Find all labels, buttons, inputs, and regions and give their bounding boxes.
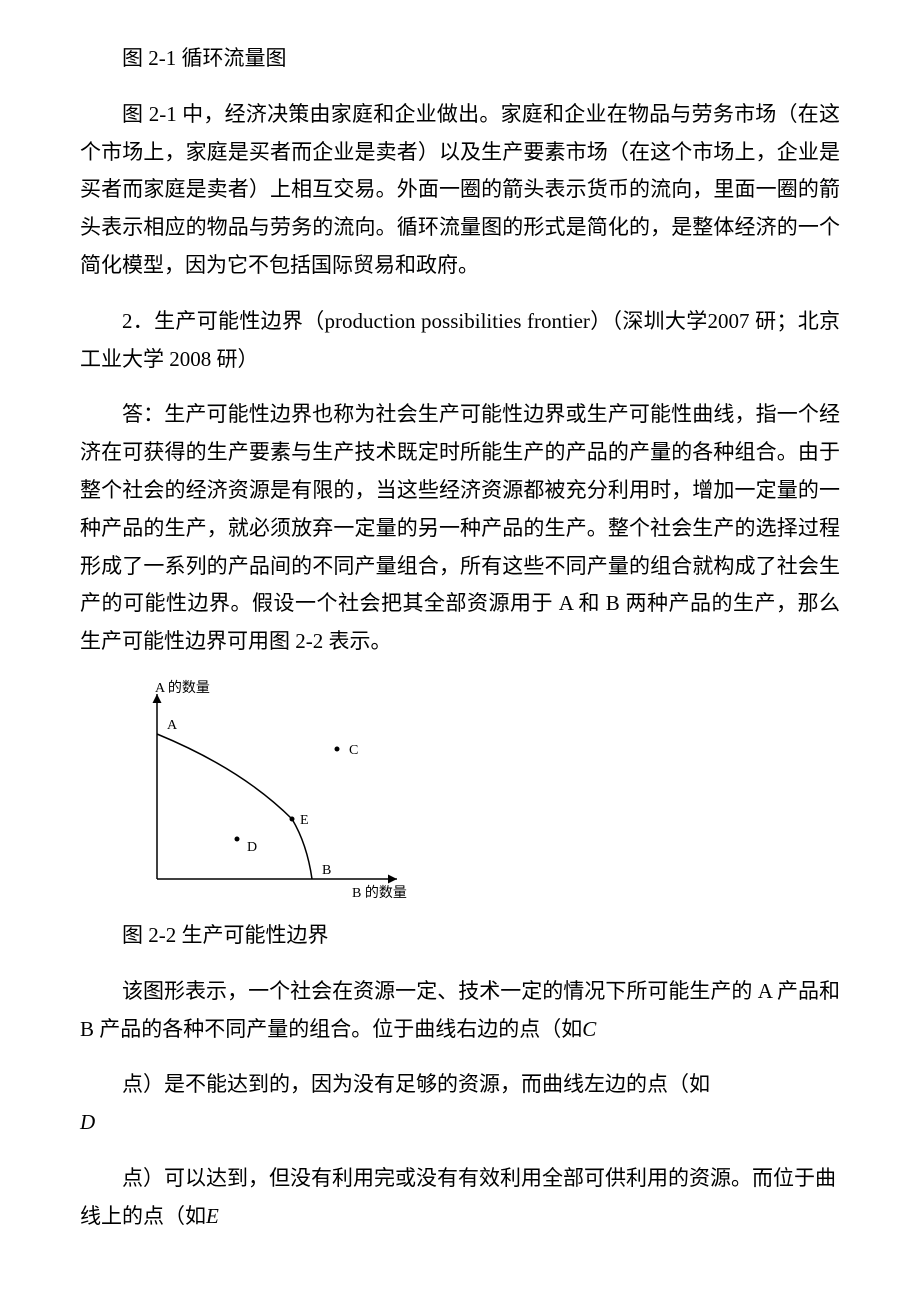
text-run: 该图形表示，一个社会在资源一定、技术一定的情况下所可能生产的 A 产品和 B 产… [80,979,840,1041]
italic-E: E [206,1204,219,1228]
figure-2-2: A 的数量 B 的数量 A E B C D [112,679,840,909]
paragraph-ppf-explain-2: 点）是不能达到的，因为没有足够的资源，而曲线左边的点（如 D [80,1066,840,1142]
paragraph-ppf-answer: 答：生产可能性边界也称为社会生产可能性边界或生产可能性曲线，指一个经济在可获得的… [80,396,840,661]
text-run: 点）是不能达到的，因为没有足够的资源，而曲线左边的点（如 [122,1072,710,1096]
svg-text:A 的数量: A 的数量 [155,680,210,696]
svg-text:C: C [349,743,358,758]
svg-text:D: D [247,840,257,855]
fig22-caption: 图 2-2 生产可能性边界 [80,917,840,955]
svg-text:E: E [300,813,309,828]
text-run: 点）可以达到，但没有利用完或没有有效利用全部可供利用的资源。而位于曲线上的点（如 [80,1166,836,1228]
paragraph-circular-flow: 图 2-1 中，经济决策由家庭和企业做出。家庭和企业在物品与劳务市场（在这个市场… [80,96,840,285]
paragraph-ppf-explain-3: 点）可以达到，但没有利用完或没有有效利用全部可供利用的资源。而位于曲线上的点（如… [80,1160,840,1236]
fig21-caption: 图 2-1 循环流量图 [80,40,840,78]
term-heading-ppf: 2．生产可能性边界（production possibilities front… [80,303,840,379]
ppf-chart-svg: A 的数量 B 的数量 A E B C D [112,679,412,909]
italic-D: D [80,1110,95,1134]
paragraph-ppf-explain-1: 该图形表示，一个社会在资源一定、技术一定的情况下所可能生产的 A 产品和 B 产… [80,973,840,1049]
svg-text:A: A [167,718,178,733]
italic-C: C [582,1017,596,1041]
svg-text:B 的数量: B 的数量 [352,885,407,901]
svg-text:B: B [322,863,331,878]
